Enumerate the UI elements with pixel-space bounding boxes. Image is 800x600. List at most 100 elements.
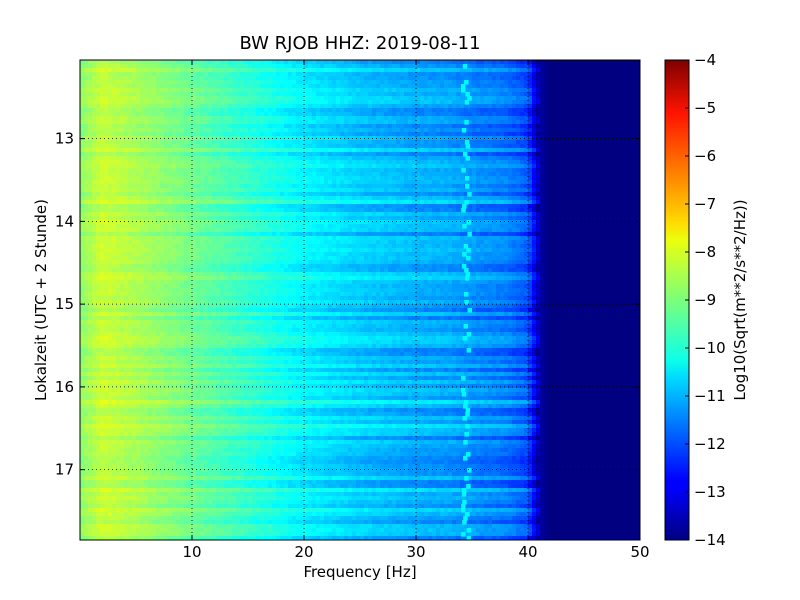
- heatmap-cell: [588, 132, 593, 137]
- heatmap-cell: [200, 172, 205, 177]
- heatmap-cell: [116, 60, 121, 65]
- heatmap-cell: [360, 88, 365, 93]
- heatmap-cell: [540, 140, 545, 145]
- heatmap-cell: [236, 172, 241, 177]
- heatmap-cell: [384, 124, 389, 129]
- heatmap-cell: [164, 108, 169, 113]
- heatmap-cell: [636, 112, 640, 117]
- heatmap-cell: [620, 108, 625, 113]
- heatmap-cell: [188, 88, 193, 93]
- heatmap-cell: [212, 196, 217, 201]
- heatmap-cell: [508, 144, 513, 149]
- heatmap-cell: [356, 120, 361, 125]
- heatmap-cell: [204, 168, 209, 173]
- heatmap-cell: [616, 148, 621, 153]
- heatmap-cell: [620, 96, 625, 101]
- heatmap-cell: [604, 120, 609, 125]
- heatmap-cell: [288, 192, 293, 197]
- heatmap-cell: [252, 140, 257, 145]
- heatmap-cell: [88, 100, 93, 105]
- heatmap-cell: [176, 140, 181, 145]
- heatmap-cell: [160, 164, 165, 169]
- heatmap-cell: [448, 184, 453, 189]
- heatmap-cell: [360, 68, 365, 73]
- heatmap-cell: [108, 144, 113, 149]
- heatmap-cell: [284, 140, 289, 145]
- heatmap-cell: [92, 172, 97, 177]
- heatmap-cell: [388, 144, 393, 149]
- heatmap-cell: [612, 84, 617, 89]
- heatmap-cell: [148, 116, 153, 121]
- heatmap-cell: [280, 144, 285, 149]
- heatmap-cell: [444, 60, 449, 65]
- heatmap-cell: [568, 144, 573, 149]
- heatmap-cell: [412, 160, 417, 165]
- heatmap-cell: [600, 108, 605, 113]
- heatmap-cell: [152, 104, 157, 109]
- heatmap-cell: [436, 100, 441, 105]
- heatmap-cell: [360, 116, 365, 121]
- heatmap-cell: [348, 92, 353, 97]
- heatmap-cell: [228, 80, 233, 85]
- heatmap-cell: [504, 168, 509, 173]
- heatmap-cell: [316, 116, 321, 121]
- heatmap-cell: [456, 148, 461, 153]
- heatmap-cell: [188, 100, 193, 105]
- heatmap-cell: [448, 148, 453, 153]
- heatmap-cell: [624, 176, 629, 181]
- heatmap-cell: [148, 76, 153, 81]
- heatmap-cell: [528, 88, 533, 93]
- heatmap-cell: [168, 188, 173, 193]
- heatmap-cell: [108, 100, 113, 105]
- heatmap-cell: [172, 196, 177, 201]
- heatmap-cell: [444, 72, 449, 77]
- heatmap-cell: [512, 112, 517, 117]
- heatmap-cell: [528, 168, 533, 173]
- heatmap-cell: [228, 192, 233, 197]
- heatmap-cell: [316, 108, 321, 113]
- heatmap-cell: [140, 104, 145, 109]
- heatmap-cell: [564, 140, 569, 145]
- heatmap-cell: [492, 64, 497, 69]
- heatmap-cell: [328, 112, 333, 117]
- heatmap-cell: [420, 168, 425, 173]
- heatmap-cell: [456, 80, 461, 85]
- heatmap-cell: [120, 164, 125, 169]
- heatmap-cell: [220, 84, 225, 89]
- heatmap-cell: [328, 188, 333, 193]
- heatmap-cell: [344, 104, 349, 109]
- heatmap-cell: [460, 148, 465, 153]
- heatmap-cell: [452, 92, 457, 97]
- heatmap-cell: [336, 92, 341, 97]
- heatmap-cell: [208, 164, 213, 169]
- heatmap-cell: [116, 164, 121, 169]
- heatmap-cell: [488, 136, 493, 141]
- heatmap-cell: [624, 128, 629, 133]
- heatmap-cell: [236, 144, 241, 149]
- heatmap-cell: [316, 104, 321, 109]
- heatmap-cell: [548, 104, 553, 109]
- heatmap-cell: [536, 92, 541, 97]
- heatmap-cell: [552, 80, 557, 85]
- heatmap-cell: [416, 100, 421, 105]
- heatmap-cell: [576, 116, 581, 121]
- heatmap-cell: [468, 100, 473, 105]
- heatmap-cell: [252, 164, 257, 169]
- heatmap-cell: [496, 76, 501, 81]
- heatmap-cell: [380, 200, 385, 205]
- heatmap-cell: [312, 168, 317, 173]
- heatmap-cell: [320, 192, 325, 197]
- heatmap-cell: [408, 172, 413, 177]
- heatmap-cell: [400, 180, 405, 185]
- heatmap-cell: [160, 132, 165, 137]
- heatmap-cell: [536, 72, 541, 77]
- heatmap-cell: [232, 64, 237, 69]
- heatmap-cell: [232, 188, 237, 193]
- heatmap-cell: [204, 180, 209, 185]
- heatmap-cell: [180, 76, 185, 81]
- heatmap-cell: [368, 128, 373, 133]
- heatmap-cell: [352, 160, 357, 165]
- heatmap-cell: [488, 140, 493, 145]
- heatmap-cell: [560, 120, 565, 125]
- heatmap-cell: [324, 188, 329, 193]
